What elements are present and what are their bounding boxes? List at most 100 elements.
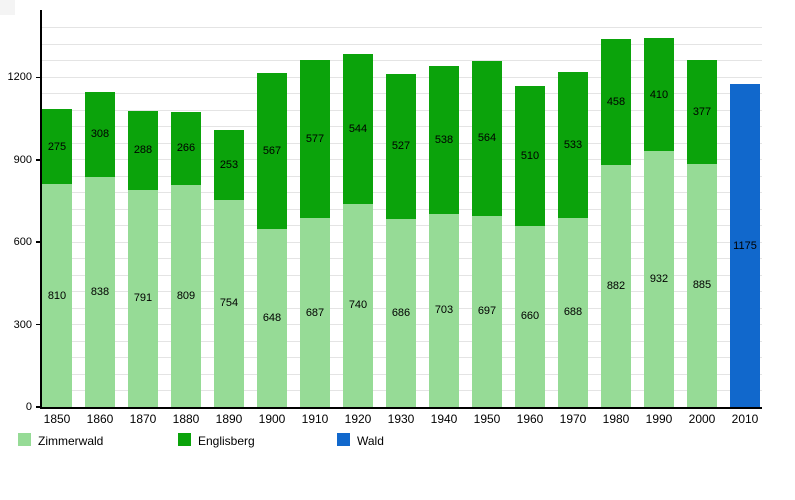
bar-value-label: 410	[649, 88, 669, 101]
bar-segment-englisberg: 567	[257, 73, 287, 229]
x-axis-year-label: 2000	[688, 412, 716, 426]
bar-segment-zimmerwald: 686	[386, 218, 416, 407]
bar-segment-englisberg: 544	[343, 54, 373, 204]
bar-value-label: 510	[520, 149, 540, 162]
bar-value-label: 538	[434, 133, 454, 146]
bar-value-label: 458	[606, 95, 626, 108]
y-tick-label: 600	[13, 236, 32, 249]
bar-segment-zimmerwald: 810	[42, 184, 72, 407]
y-tick	[36, 76, 41, 79]
x-axis-year-label: 1850	[43, 412, 71, 426]
x-axis-year-label: 1950	[473, 412, 501, 426]
bar-segment-englisberg: 253	[214, 130, 244, 200]
bar-value-label: 288	[133, 144, 153, 157]
y-tick-label: 300	[13, 318, 32, 331]
bar-value-label: 703	[434, 304, 454, 317]
y-axis-line	[40, 10, 42, 408]
bar-segment-englisberg: 527	[386, 73, 416, 219]
bar-segment-zimmerwald: 882	[601, 164, 631, 407]
bar-segment-englisberg: 538	[429, 66, 459, 214]
x-axis-year-label: 1920	[344, 412, 372, 426]
x-axis-year-label: 1980	[602, 412, 630, 426]
bar-value-label: 932	[649, 272, 669, 285]
bar-segment-zimmerwald: 932	[644, 150, 674, 407]
bar-segment-wald: 1175	[730, 84, 760, 407]
bar-value-label: 527	[391, 140, 411, 153]
gridline	[41, 27, 762, 29]
x-axis-year-label: 1860	[86, 412, 114, 426]
bar-value-label: 810	[47, 289, 67, 302]
bar-value-label: 740	[348, 299, 368, 312]
corner-artifact	[0, 0, 15, 15]
bar-value-label: 686	[391, 306, 411, 319]
x-axis-year-label: 1940	[430, 412, 458, 426]
bar-value-label: 687	[305, 306, 325, 319]
bar-value-label: 688	[563, 306, 583, 319]
x-axis-year-label: 1960	[516, 412, 544, 426]
bar-segment-englisberg: 288	[128, 110, 158, 190]
bar-value-label: 1175	[733, 239, 757, 252]
bar-segment-englisberg: 275	[42, 108, 72, 185]
bar-value-label: 660	[520, 310, 540, 323]
bar-segment-zimmerwald: 687	[300, 218, 330, 407]
bar-segment-zimmerwald: 791	[128, 189, 158, 407]
bar-value-label: 377	[692, 106, 712, 119]
bar-value-label: 885	[692, 279, 712, 292]
bar-segment-zimmerwald: 885	[687, 163, 717, 407]
bar-value-label: 266	[176, 142, 196, 155]
y-tick-label: 0	[25, 401, 32, 413]
bar-value-label: 275	[47, 140, 67, 153]
gridline	[41, 60, 762, 62]
bar-value-label: 791	[133, 292, 153, 305]
bar-value-label: 308	[90, 128, 110, 141]
bar-value-label: 564	[477, 132, 497, 145]
bar-segment-englisberg: 577	[300, 59, 330, 219]
bar-segment-zimmerwald: 838	[85, 176, 115, 407]
bar-segment-zimmerwald: 809	[171, 184, 201, 407]
bar-value-label: 754	[219, 297, 239, 310]
x-axis-year-label: 1870	[129, 412, 157, 426]
x-axis-year-label: 1930	[387, 412, 415, 426]
gridline	[41, 43, 762, 45]
legend-swatch-zimmerwald	[18, 433, 31, 446]
bar-value-label: 577	[305, 133, 325, 146]
bar-segment-zimmerwald: 660	[515, 225, 545, 407]
bar-segment-englisberg: 458	[601, 38, 631, 165]
x-axis-year-label: 2010	[731, 412, 759, 426]
bar-value-label: 544	[348, 122, 368, 135]
legend-swatch-wald	[337, 433, 350, 446]
legend-label: Zimmerwald	[38, 434, 104, 448]
y-tick	[36, 406, 41, 408]
bar-segment-zimmerwald: 703	[429, 213, 459, 407]
bar-segment-zimmerwald: 740	[343, 203, 373, 407]
x-axis-year-label: 1910	[301, 412, 329, 426]
x-axis-year-label: 1890	[215, 412, 243, 426]
legend-label: Englisberg	[198, 434, 255, 448]
bar-segment-zimmerwald: 697	[472, 215, 502, 407]
x-axis-year-label: 1880	[172, 412, 200, 426]
x-axis-year-label: 1970	[559, 412, 587, 426]
bar-segment-englisberg: 308	[85, 92, 115, 177]
bar-segment-englisberg: 564	[472, 60, 502, 216]
bar-segment-englisberg: 510	[515, 85, 545, 226]
bar-segment-englisberg: 377	[687, 60, 717, 164]
legend-swatch-englisberg	[178, 433, 191, 446]
bar-segment-zimmerwald: 754	[214, 199, 244, 407]
y-tick	[36, 241, 41, 243]
y-tick-label: 1200	[7, 71, 32, 84]
y-tick	[36, 159, 41, 161]
bar-value-label: 253	[219, 159, 239, 172]
x-axis-line	[40, 407, 762, 409]
bar-value-label: 882	[606, 279, 626, 292]
bar-value-label: 648	[262, 311, 282, 324]
bar-value-label: 697	[477, 305, 497, 318]
bar-value-label: 838	[90, 285, 110, 298]
y-tick	[36, 323, 41, 326]
bar-segment-englisberg: 533	[558, 71, 588, 218]
bar-value-label: 533	[563, 138, 583, 151]
y-tick-label: 900	[13, 153, 32, 166]
x-axis-year-label: 1900	[258, 412, 286, 426]
legend-label: Wald	[357, 434, 384, 448]
bar-segment-zimmerwald: 688	[558, 218, 588, 407]
